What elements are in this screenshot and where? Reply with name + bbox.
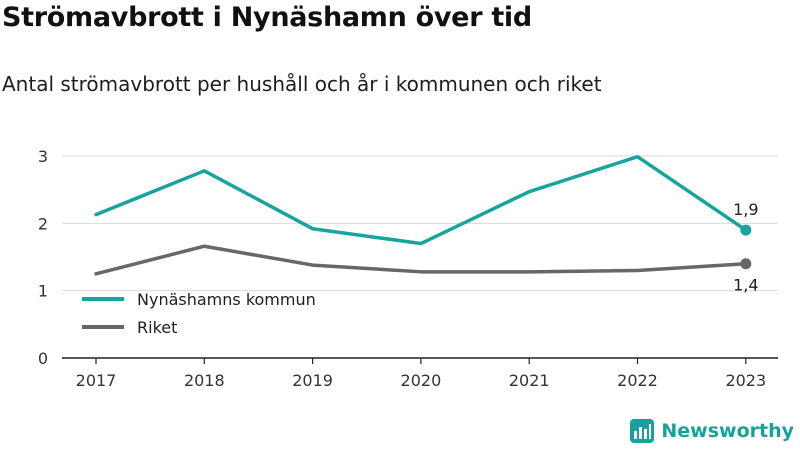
x-tick-label: 2017 <box>76 371 117 390</box>
series-end-point-1 <box>740 258 752 270</box>
y-tick-label: 2 <box>38 214 48 233</box>
series-line-1 <box>94 244 748 276</box>
brand-name: Newsworthy <box>661 420 794 442</box>
legend-label-1: Riket <box>137 318 177 337</box>
y-tick-label: 1 <box>38 282 48 301</box>
x-tick-label: 2022 <box>617 371 658 390</box>
legend-label-0: Nynäshamns kommun <box>137 290 316 309</box>
newsworthy-logo-icon <box>630 419 655 443</box>
x-tick-label: 2023 <box>725 371 766 390</box>
y-tick-label: 0 <box>38 349 48 368</box>
gridlines <box>62 155 778 359</box>
x-tick-label: 2018 <box>184 371 225 390</box>
x-axis-ticks: 2017 2018 2019 2020 2021 2022 2023 <box>76 358 766 390</box>
chart-title: Strömavbrott i Nynäshamn över tid <box>2 2 532 33</box>
chart-subtitle: Antal strömavbrott per hushåll och år i … <box>2 72 602 96</box>
data-label-last-1: 1,4 <box>733 276 758 295</box>
x-tick-label: 2019 <box>292 371 333 390</box>
legend: Nynäshamns kommun Riket <box>80 290 330 356</box>
x-tick-label: 2020 <box>401 371 442 390</box>
y-tick-label: 3 <box>38 147 48 166</box>
series-lines: 1,9 1,4 <box>94 154 759 295</box>
x-tick-label: 2021 <box>509 371 550 390</box>
series-end-point-0 <box>740 224 752 236</box>
series-line-0 <box>94 154 748 246</box>
y-axis-ticks: 0 1 2 3 <box>38 147 48 368</box>
data-label-last-0: 1,9 <box>733 200 758 219</box>
brand-logo: Newsworthy <box>629 418 794 444</box>
